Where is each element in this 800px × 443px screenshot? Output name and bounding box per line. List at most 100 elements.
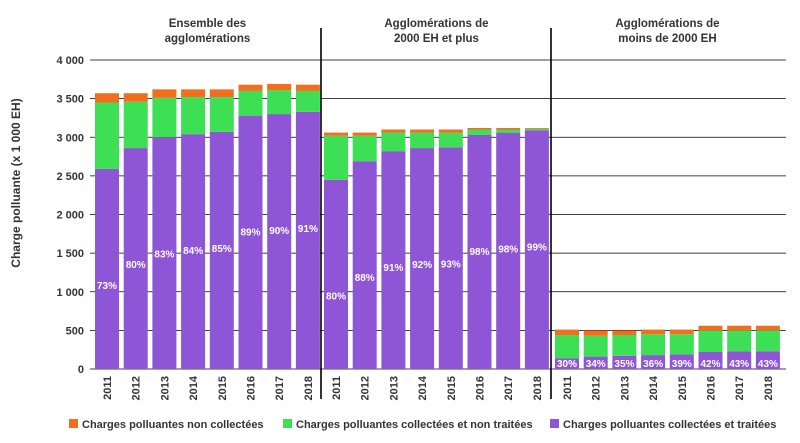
x-tick-label: 2012	[131, 376, 143, 400]
bar-segment-non-collectees	[267, 84, 291, 90]
bar-segment-non-traitees	[410, 133, 434, 148]
bar-segment-non-traitees	[727, 330, 751, 351]
legend-label-non-traitees: Charges polluantes collectées et non tra…	[296, 419, 533, 431]
percent-label: 99%	[527, 242, 547, 253]
bar-segment-non-traitees	[152, 98, 176, 137]
bar-series	[95, 84, 780, 369]
bar-segment-non-collectees	[410, 130, 434, 133]
bar-segment-non-collectees	[727, 326, 751, 331]
x-tick-label: 2015	[217, 376, 229, 400]
legend-item-traitees: Charges polluantes collectées et traitée…	[550, 419, 776, 431]
x-axis-tick-labels: 2011 2012 2013 2014 2015 2016 2017 2018 2011 2012…	[102, 375, 775, 400]
x-tick-label: 2013	[388, 376, 400, 400]
y-tick-label: 1 500	[56, 248, 84, 260]
bar-segment-traitees	[439, 147, 463, 369]
legend-swatch-traitees	[550, 419, 559, 428]
bar-segment-non-collectees	[641, 330, 665, 335]
bar-segment-traitees	[239, 116, 263, 369]
percent-label: 43%	[729, 359, 749, 370]
x-tick-label: 2011	[102, 376, 114, 400]
bar-segment-non-collectees	[496, 128, 520, 130]
bar-segment-non-collectees	[152, 89, 176, 97]
x-tick-label: 2016	[706, 376, 718, 400]
bar-segment-non-collectees	[95, 93, 119, 102]
bar-segment-non-collectees	[756, 326, 780, 331]
percent-label: 36%	[643, 359, 663, 370]
panel-title-line: 2000 EH et plus	[394, 33, 479, 45]
legend-label-non-collectees: Charges polluantes non collectées	[82, 419, 264, 431]
x-tick-label: 2012	[591, 376, 603, 400]
bar-segment-traitees	[410, 148, 434, 369]
y-tick-label: 2 000	[56, 210, 84, 222]
y-tick-label: 3 500	[56, 94, 84, 106]
bar-segment-non-traitees	[641, 334, 665, 355]
x-tick-label: 2017	[734, 376, 746, 400]
bar-segment-non-collectees	[439, 130, 463, 133]
bar-segment-traitees	[267, 114, 291, 369]
bar-segment-non-traitees	[584, 336, 608, 357]
bar-segment-non-collectees	[239, 85, 263, 91]
bar-segment-non-traitees	[267, 90, 291, 114]
bar-segment-non-collectees	[468, 128, 492, 130]
bar-segment-non-traitees	[353, 136, 377, 161]
x-tick-label: 2017	[274, 376, 286, 400]
bar-segment-non-traitees	[124, 102, 148, 148]
x-tick-label: 2018	[763, 376, 775, 400]
bar-segment-non-traitees	[210, 97, 234, 132]
x-tick-label: 2018	[303, 376, 315, 400]
bar-segment-non-collectees	[296, 85, 320, 91]
percent-label: 91%	[298, 224, 318, 235]
bar-segment-non-traitees	[381, 133, 405, 152]
bar-segment-non-traitees	[756, 330, 780, 351]
y-tick-label: 4 000	[56, 55, 84, 67]
panel-title-line: Agglomérations de	[384, 18, 488, 30]
bar-segment-non-traitees	[612, 335, 636, 356]
x-tick-label: 2014	[417, 375, 429, 400]
bar-segment-non-collectees	[324, 133, 348, 136]
y-axis-tick-labels: 05001 0001 5002 0002 5003 0003 5004 000	[56, 55, 84, 376]
bar-segment-traitees	[381, 151, 405, 369]
bar-segment-non-collectees	[210, 89, 234, 97]
percent-label: 88%	[355, 273, 375, 284]
legend-swatch-non-collectees	[69, 419, 78, 428]
bar-segment-non-traitees	[439, 133, 463, 148]
percent-label: 93%	[441, 259, 461, 270]
legend-label-traitees: Charges polluantes collectées et traitée…	[563, 419, 776, 431]
bar-segment-traitees	[324, 180, 348, 369]
bar-segment-non-traitees	[496, 130, 520, 133]
percent-label: 84%	[183, 246, 203, 257]
percent-label: 85%	[212, 244, 232, 255]
percent-label: 43%	[758, 359, 778, 370]
percent-label: 91%	[383, 263, 403, 274]
bar-segment-non-traitees	[181, 97, 205, 134]
bar-segment-traitees	[95, 169, 119, 369]
percent-label: 80%	[326, 292, 346, 303]
x-tick-label: 2013	[159, 376, 171, 400]
bar-segment-non-traitees	[555, 335, 579, 358]
panel-title-line: Ensemble des	[169, 18, 246, 30]
legend: Charges polluantes non collectées Charge…	[69, 419, 776, 431]
percent-label: 34%	[586, 359, 606, 370]
bar-segment-non-collectees	[699, 326, 723, 331]
bar-segment-non-collectees	[525, 128, 549, 129]
x-tick-label: 2011	[562, 376, 574, 400]
bar-segment-traitees	[296, 112, 320, 369]
panel-title-line: Agglomérations de	[615, 18, 719, 30]
percent-label: 80%	[126, 260, 146, 271]
bar-segment-non-traitees	[699, 330, 723, 352]
bar-segment-non-collectees	[181, 89, 205, 97]
x-tick-label: 2015	[446, 376, 458, 400]
percent-label: 42%	[700, 359, 720, 370]
percent-label: 30%	[557, 359, 577, 370]
bar-segment-non-traitees	[239, 91, 263, 116]
bar-segment-non-collectees	[612, 330, 636, 335]
x-tick-label: 2017	[503, 376, 515, 400]
legend-item-non-collectees: Charges polluantes non collectées	[69, 419, 264, 431]
bar-segment-non-traitees	[296, 91, 320, 112]
y-tick-label: 3 000	[56, 132, 84, 144]
percent-label: 98%	[498, 245, 518, 256]
percent-label: 90%	[269, 226, 289, 237]
bar-segment-traitees	[353, 161, 377, 369]
bar-segment-non-traitees	[670, 334, 694, 354]
percent-label: 89%	[240, 228, 260, 239]
